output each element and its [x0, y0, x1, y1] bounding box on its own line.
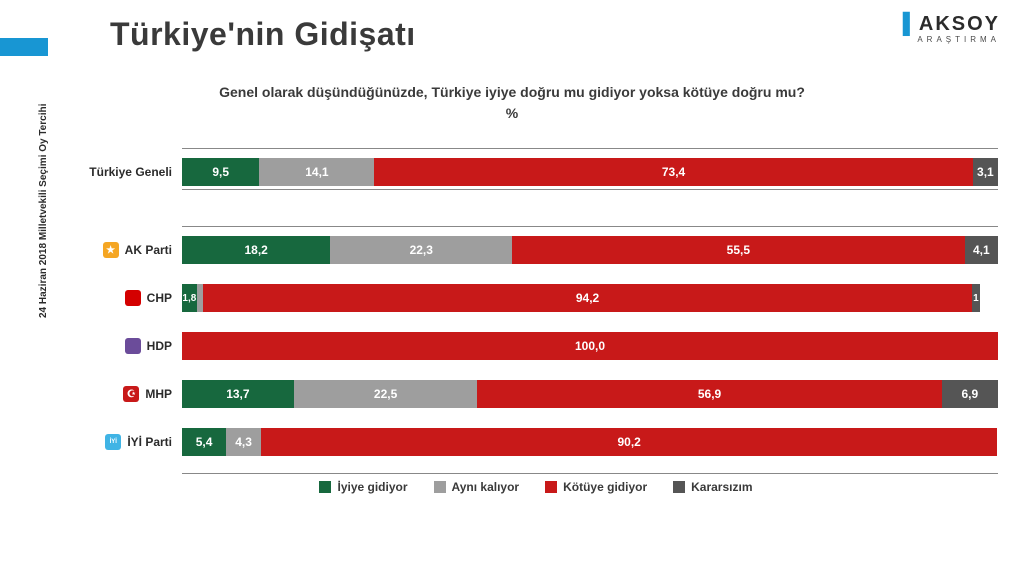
- legend-swatch: [319, 481, 331, 493]
- party-name: MHP: [145, 387, 172, 401]
- legend-item: Aynı kalıyor: [434, 480, 520, 494]
- party-bar: 1,8 94,21: [182, 284, 998, 312]
- bar-segment-same: 14,1: [259, 158, 374, 186]
- bar-segment-good: 13,7: [182, 380, 294, 408]
- legend-item: Kararsızım: [673, 480, 752, 494]
- question-line1: Genel olarak düşündüğünüzde, Türkiye iyi…: [0, 82, 1024, 103]
- legend-swatch: [434, 481, 446, 493]
- legend-label: Kötüye gidiyor: [563, 480, 647, 494]
- bar-segment-bad: 90,2: [261, 428, 997, 456]
- overall-row: Türkiye Geneli 9,514,173,43,1: [74, 155, 998, 189]
- party-label: İYİ İYİ Parti: [74, 434, 182, 450]
- legend-label: İyiye gidiyor: [337, 480, 407, 494]
- question-line2: %: [0, 103, 1024, 124]
- overall-label: Türkiye Geneli: [74, 165, 182, 179]
- party-icon: ☪: [123, 386, 139, 402]
- legend: İyiye gidiyor Aynı kalıyor Kötüye gidiyor K…: [74, 480, 998, 494]
- legend-item: Kötüye gidiyor: [545, 480, 647, 494]
- survey-question: Genel olarak düşündüğünüzde, Türkiye iyi…: [0, 82, 1024, 124]
- bar-segment-dk: 3,1: [973, 158, 998, 186]
- brand-name: AKSOY: [919, 13, 1000, 35]
- bar-segment-bad: 94,2: [203, 284, 972, 312]
- legend-label: Aynı kalıyor: [452, 480, 520, 494]
- page-title: Türkiye'nin Gidişatı: [110, 16, 416, 53]
- bar-segment-dk: 4,1: [965, 236, 998, 264]
- overall-group: Türkiye Geneli 9,514,173,43,1: [74, 148, 998, 190]
- party-label: HDP: [74, 338, 182, 354]
- bar-segment-dk: 1: [972, 284, 980, 312]
- accent-bar: [0, 38, 48, 56]
- party-row: CHP 1,8 94,21: [74, 281, 998, 315]
- brand-logo: ▌AKSOY ARAŞTIRMA: [903, 14, 1000, 44]
- legend-swatch: [673, 481, 685, 493]
- bar-segment-same: 4,3: [226, 428, 261, 456]
- bar-segment-dk: 6,9: [942, 380, 998, 408]
- bar-segment-bad: 73,4: [374, 158, 972, 186]
- party-icon: İYİ: [105, 434, 121, 450]
- party-icon: ★: [103, 242, 119, 258]
- party-bar: 13,722,556,96,9: [182, 380, 998, 408]
- divider: [182, 148, 998, 149]
- party-bar: 5,44,390,2: [182, 428, 998, 456]
- bar-segment-bad: 56,9: [477, 380, 941, 408]
- party-bar: 100,0: [182, 332, 998, 360]
- bar-segment-good: 9,5: [182, 158, 259, 186]
- party-row: ☪ MHP 13,722,556,96,9: [74, 377, 998, 411]
- bar-segment-good: 1,8: [182, 284, 197, 312]
- divider: [182, 473, 998, 474]
- divider: [182, 189, 998, 190]
- party-name: CHP: [147, 291, 172, 305]
- y-axis-label: 24 Haziran 2018 Milletvekili Seçimi Oy T…: [38, 104, 49, 318]
- party-label: ☪ MHP: [74, 386, 182, 402]
- bar-segment-good: 18,2: [182, 236, 330, 264]
- bar-segment-same: 22,5: [294, 380, 478, 408]
- party-row: ★ AK Parti 18,222,355,54,1: [74, 233, 998, 267]
- brand-sub: ARAŞTIRMA: [903, 36, 1000, 44]
- party-bar: 18,222,355,54,1: [182, 236, 998, 264]
- bar-segment-same: 22,3: [330, 236, 512, 264]
- party-name: HDP: [147, 339, 172, 353]
- party-label: CHP: [74, 290, 182, 306]
- party-icon: [125, 290, 141, 306]
- party-name: AK Parti: [125, 243, 172, 257]
- legend-item: İyiye gidiyor: [319, 480, 407, 494]
- party-label: ★ AK Parti: [74, 242, 182, 258]
- overall-bar: 9,514,173,43,1: [182, 158, 998, 186]
- bar-segment-bad: 55,5: [512, 236, 964, 264]
- chart-area: 24 Haziran 2018 Milletvekili Seçimi Oy T…: [74, 148, 998, 535]
- party-row: HDP 100,0: [74, 329, 998, 363]
- party-group: ★ AK Parti 18,222,355,54,1 CHP 1,8 94,21 HDP 10…: [74, 226, 998, 459]
- party-icon: [125, 338, 141, 354]
- legend-swatch: [545, 481, 557, 493]
- bar-segment-bad: 100,0: [182, 332, 998, 360]
- party-name: İYİ Parti: [127, 435, 172, 449]
- party-row: İYİ İYİ Parti 5,44,390,2: [74, 425, 998, 459]
- divider: [182, 226, 998, 227]
- bar-segment-good: 5,4: [182, 428, 226, 456]
- legend-label: Kararsızım: [691, 480, 752, 494]
